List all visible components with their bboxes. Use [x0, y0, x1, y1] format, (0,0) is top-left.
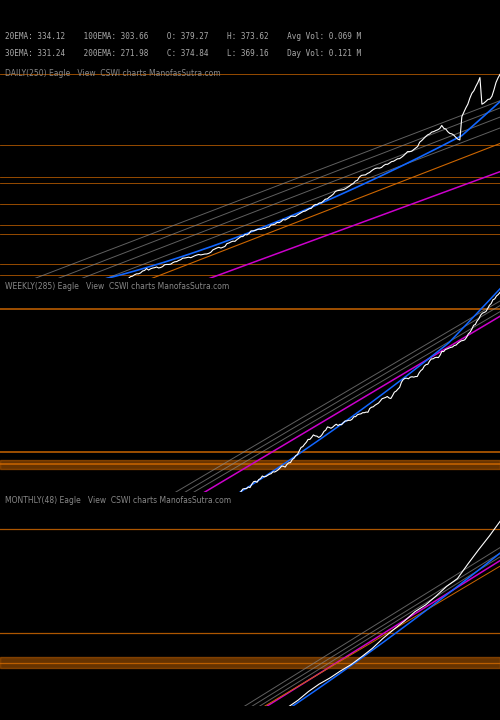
- Text: DAILY(250) Eagle   View  CSWI charts ManofasSutra.com: DAILY(250) Eagle View CSWI charts Manofa…: [5, 68, 220, 78]
- Bar: [0, 460, 500, 469]
- Text: 30EMA: 331.24    200EMA: 271.98    C: 374.84    L: 369.16    Day Vol: 0.121 M: 30EMA: 331.24 200EMA: 271.98 C: 374.84 L…: [5, 50, 361, 58]
- Text: WEEKLY(285) Eagle   View  CSWI charts ManofasSutra.com: WEEKLY(285) Eagle View CSWI charts Manof…: [5, 282, 229, 292]
- Text: MONTHLY(48) Eagle   View  CSWI charts ManofasSutra.com: MONTHLY(48) Eagle View CSWI charts Manof…: [5, 496, 231, 505]
- Text: 20EMA: 334.12    100EMA: 303.66    O: 379.27    H: 373.62    Avg Vol: 0.069 M: 20EMA: 334.12 100EMA: 303.66 O: 379.27 H…: [5, 32, 361, 41]
- Bar: [0, 657, 500, 668]
